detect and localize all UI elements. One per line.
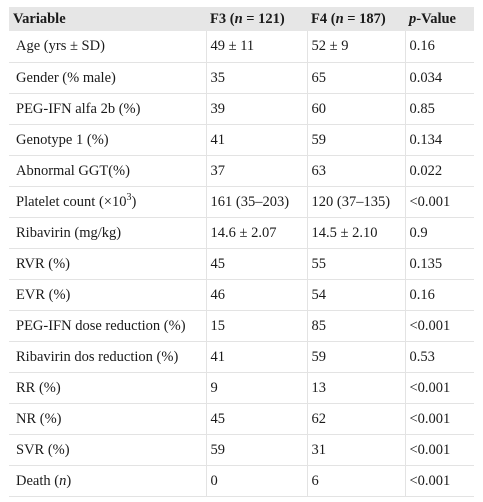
cell-f4: 31 [307, 434, 406, 466]
cell-f3: 37 [206, 155, 308, 187]
death-n: n [59, 472, 67, 489]
cell-variable: PEG-IFN alfa 2b (%) [9, 93, 207, 125]
cell-variable: PEG-IFN dose reduction (%) [9, 310, 207, 342]
table-row: EVR (%) 46 54 0.16 [9, 279, 474, 311]
cell-p: <0.001 [405, 403, 474, 435]
header-f4-label: F4 ( [311, 10, 336, 27]
platelet-exponent: 3 [126, 191, 132, 203]
cell-p: 0.135 [405, 248, 474, 280]
cell-f4: 59 [307, 124, 406, 156]
cell-variable: RVR (%) [9, 248, 207, 280]
cell-f4: 59 [307, 341, 406, 373]
header-f3-label: F3 ( [210, 10, 235, 27]
cell-p: <0.001 [405, 372, 474, 404]
cell-f4: 120 (37–135) [307, 186, 406, 218]
cell-p: 0.022 [405, 155, 474, 187]
cell-f3: 41 [206, 124, 308, 156]
platelet-label-end: ) [131, 193, 137, 210]
cell-f3: 15 [206, 310, 308, 342]
cell-p: 0.16 [405, 279, 474, 311]
cell-f3: 49 ± 11 [206, 31, 308, 63]
cell-f3: 41 [206, 341, 308, 373]
cell-f3: 39 [206, 93, 308, 125]
cell-p: 0.134 [405, 124, 474, 156]
cell-f3: 45 [206, 403, 308, 435]
cell-f4: 54 [307, 279, 406, 311]
table-row: Age (yrs ± SD) 49 ± 11 52 ± 9 0.16 [9, 31, 474, 63]
cell-f4: 63 [307, 155, 406, 187]
header-p-prefix: p [409, 10, 417, 27]
header-f4-count: = 187) [343, 10, 386, 27]
cell-variable: NR (%) [9, 403, 207, 435]
cell-p: <0.001 [405, 186, 474, 218]
cell-p: <0.001 [405, 465, 474, 497]
table-row: RR (%) 9 13 <0.001 [9, 372, 474, 404]
cell-f4: 85 [307, 310, 406, 342]
cell-variable: SVR (%) [9, 434, 207, 466]
cell-f3: 0 [206, 465, 308, 497]
table-row: Ribavirin (mg/kg) 14.6 ± 2.07 14.5 ± 2.1… [9, 217, 474, 249]
header-f4: F4 (n = 187) [307, 7, 405, 31]
cell-f4: 60 [307, 93, 406, 125]
cell-variable: Abnormal GGT(%) [9, 155, 207, 187]
cell-f3: 9 [206, 372, 308, 404]
cell-f3: 45 [206, 248, 308, 280]
cell-p: <0.001 [405, 434, 474, 466]
table-row: Abnormal GGT(%) 37 63 0.022 [9, 155, 474, 187]
cell-f3: 59 [206, 434, 308, 466]
cell-f4: 62 [307, 403, 406, 435]
header-f3: F3 (n = 121) [206, 7, 307, 31]
cell-variable: Death (n) [9, 465, 207, 497]
table-row: Genotype 1 (%) 41 59 0.134 [9, 124, 474, 156]
death-label-end: ) [66, 472, 72, 489]
header-variable: Variable [9, 7, 206, 31]
cell-variable: Gender (% male) [9, 62, 207, 94]
cell-variable: Age (yrs ± SD) [9, 31, 207, 63]
cell-variable: Platelet count (×103) [9, 186, 207, 218]
table-row: Platelet count (×103) 161 (35–203) 120 (… [9, 186, 474, 218]
header-f3-count: = 121) [242, 10, 285, 27]
table-header-row: Variable F3 (n = 121) F4 (n = 187) p-Val… [9, 7, 474, 31]
cell-variable: Ribavirin dos reduction (%) [9, 341, 207, 373]
header-f3-n: n [234, 10, 243, 27]
table-row: SVR (%) 59 31 <0.001 [9, 434, 474, 466]
cell-f4: 55 [307, 248, 406, 280]
header-p-value: p-Value [405, 7, 474, 31]
cell-f3: 14.6 ± 2.07 [206, 217, 308, 249]
cell-f4: 14.5 ± 2.10 [307, 217, 406, 249]
cell-f3: 35 [206, 62, 308, 94]
header-p-suffix: -Value [416, 10, 456, 27]
cell-p: 0.85 [405, 93, 474, 125]
table-row: Ribavirin dos reduction (%) 41 59 0.53 [9, 341, 474, 373]
death-label: Death ( [16, 472, 60, 489]
table-row: RVR (%) 45 55 0.135 [9, 248, 474, 280]
cell-variable: RR (%) [9, 372, 207, 404]
cell-f4: 6 [307, 465, 406, 497]
table-row: PEG-IFN dose reduction (%) 15 85 <0.001 [9, 310, 474, 342]
cell-f4: 52 ± 9 [307, 31, 406, 63]
cell-variable: Ribavirin (mg/kg) [9, 217, 207, 249]
cell-p: 0.034 [405, 62, 474, 94]
table-row: NR (%) 45 62 <0.001 [9, 403, 474, 435]
cell-p: 0.16 [405, 31, 474, 63]
table-row: PEG-IFN alfa 2b (%) 39 60 0.85 [9, 93, 474, 125]
cell-variable: EVR (%) [9, 279, 207, 311]
cell-p: 0.9 [405, 217, 474, 249]
cell-p: <0.001 [405, 310, 474, 342]
cell-p: 0.53 [405, 341, 474, 373]
comparison-table: Variable F3 (n = 121) F4 (n = 187) p-Val… [9, 7, 474, 497]
table-row: Death (n) 0 6 <0.001 [9, 465, 474, 497]
cell-f4: 13 [307, 372, 406, 404]
platelet-label: Platelet count (×10 [16, 193, 127, 210]
header-f4-n: n [335, 10, 344, 27]
cell-variable: Genotype 1 (%) [9, 124, 207, 156]
cell-f3: 161 (35–203) [206, 186, 308, 218]
cell-f3: 46 [206, 279, 308, 311]
cell-f4: 65 [307, 62, 406, 94]
table-row: Gender (% male) 35 65 0.034 [9, 62, 474, 94]
